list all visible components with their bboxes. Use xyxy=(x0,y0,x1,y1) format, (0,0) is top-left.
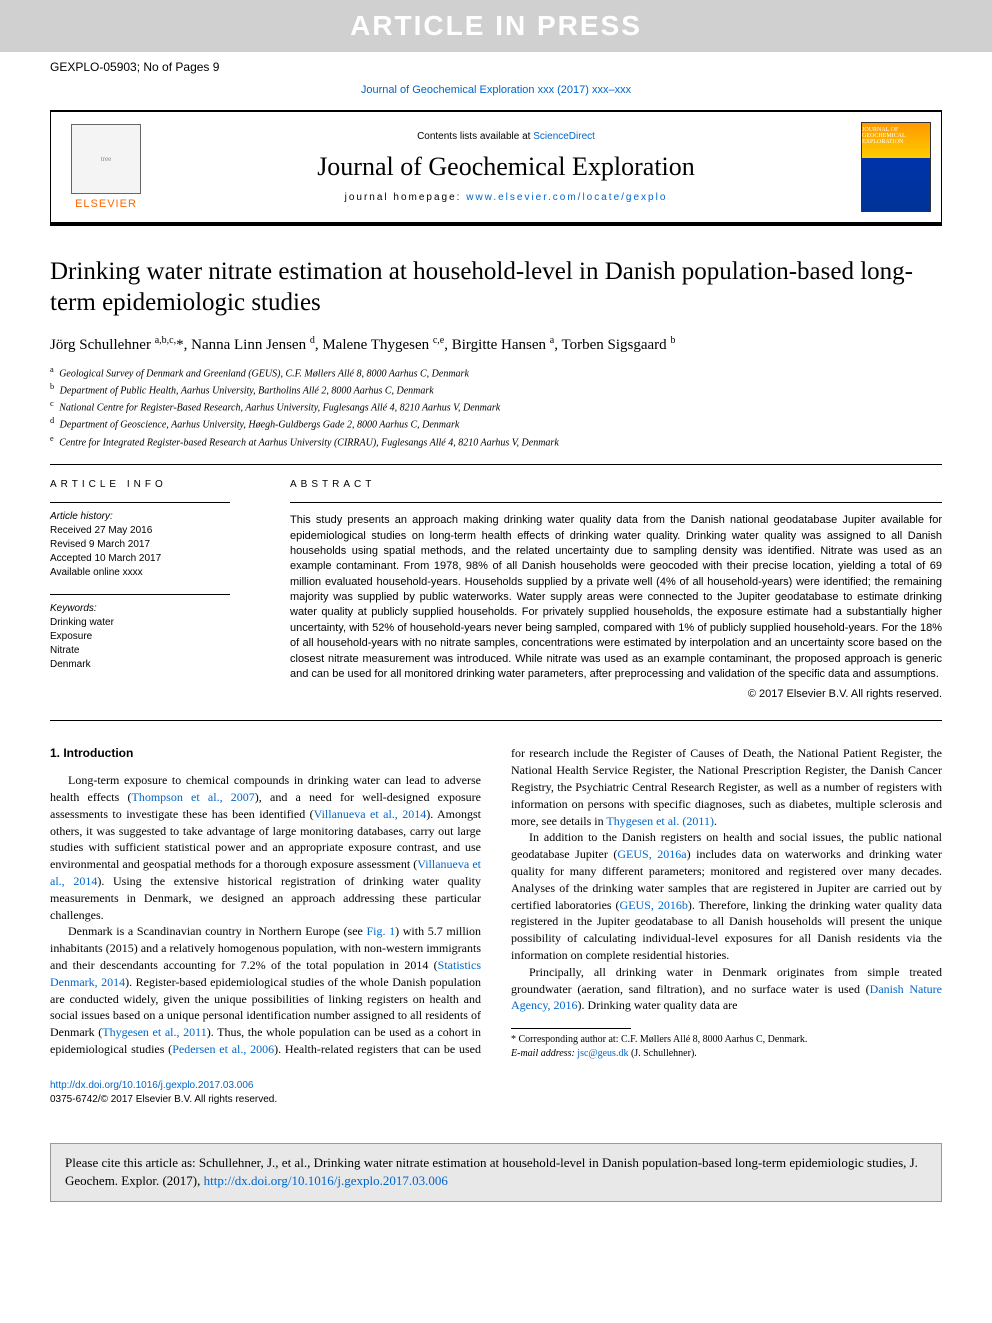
doi-block: http://dx.doi.org/10.1016/j.gexplo.2017.… xyxy=(50,1079,942,1107)
citation-doi-link[interactable]: http://dx.doi.org/10.1016/j.gexplo.2017.… xyxy=(204,1173,448,1188)
corresponding-author: * Corresponding author at: C.F. Møllers … xyxy=(511,1033,942,1061)
affiliation: b Department of Public Health, Aarhus Un… xyxy=(50,381,942,398)
journal-ref-link[interactable]: Journal of Geochemical Exploration xxx (… xyxy=(361,84,631,96)
homepage-link[interactable]: www.elsevier.com/locate/gexplo xyxy=(466,192,667,203)
journal-header: tree ELSEVIER Contents lists available a… xyxy=(50,110,942,223)
cite-pedersen[interactable]: Pedersen et al., 2006 xyxy=(172,1042,274,1056)
homepage-prefix: journal homepage: xyxy=(345,192,467,203)
info-heading: article info xyxy=(50,479,250,490)
section-heading: 1. Introduction xyxy=(50,745,481,762)
cite-villanueva-1[interactable]: Villanueva et al., 2014 xyxy=(314,807,427,821)
abstract-text: This study presents an approach making d… xyxy=(290,513,942,682)
elsevier-tree-icon: tree xyxy=(71,124,141,194)
elsevier-text: ELSEVIER xyxy=(75,198,137,210)
para-4: Principally, all drinking water in Denma… xyxy=(511,964,942,1014)
history-item: Revised 9 March 2017 xyxy=(50,538,250,552)
citation-box: Please cite this article as: Schullehner… xyxy=(50,1143,942,1201)
cite-geus-a[interactable]: GEUS, 2016a xyxy=(617,847,686,861)
para-3: In addition to the Danish registers on h… xyxy=(511,829,942,963)
rule-info xyxy=(50,502,230,503)
journal-cover-image: JOURNAL OF GEOCHEMICAL EXPLORATION xyxy=(861,122,931,212)
thin-rule-1 xyxy=(50,464,942,465)
issn-line: 0375-6742/© 2017 Elsevier B.V. All right… xyxy=(50,1094,277,1105)
article-title: Drinking water nitrate estimation at hou… xyxy=(50,256,942,319)
keyword: Nitrate xyxy=(50,644,250,658)
body-columns: 1. Introduction Long-term exposure to ch… xyxy=(50,745,942,1061)
cite-thygesen-1[interactable]: Thygesen et al., 2011 xyxy=(102,1025,206,1039)
history-item: Available online xxxx xyxy=(50,566,250,580)
history-label: Article history: xyxy=(50,511,250,522)
journal-citation-ref: Journal of Geochemical Exploration xxx (… xyxy=(0,78,992,110)
email-link[interactable]: jsc@geus.dk xyxy=(577,1048,628,1059)
cite-thompson[interactable]: Thompson et al., 2007 xyxy=(132,790,255,804)
keyword: Exposure xyxy=(50,630,250,644)
affiliations: a Geological Survey of Denmark and Green… xyxy=(50,364,942,451)
affiliation: c National Centre for Register-Based Res… xyxy=(50,398,942,415)
fig-1-link[interactable]: Fig. 1 xyxy=(367,924,396,938)
cite-thygesen-2[interactable]: Thygesen et al. (2011) xyxy=(606,814,714,828)
keyword: Denmark xyxy=(50,658,250,672)
in-press-banner: ARTICLE IN PRESS xyxy=(0,0,992,52)
history-item: Received 27 May 2016 xyxy=(50,524,250,538)
article-id: GEXPLO-05903; No of Pages 9 xyxy=(0,52,992,78)
cite-geus-b[interactable]: GEUS, 2016b xyxy=(620,898,688,912)
abstract-heading: abstract xyxy=(290,479,942,490)
article-info: article info Article history: Received 2… xyxy=(50,479,250,700)
elsevier-logo: tree ELSEVIER xyxy=(51,112,161,222)
affiliation: e Centre for Integrated Register-based R… xyxy=(50,433,942,450)
article-content: Drinking water nitrate estimation at hou… xyxy=(0,226,992,1127)
rule-kw xyxy=(50,594,230,595)
abstract: abstract This study presents an approach… xyxy=(290,479,942,700)
keywords-label: Keywords: xyxy=(50,603,250,614)
journal-cover: JOURNAL OF GEOCHEMICAL EXPLORATION xyxy=(851,112,941,222)
header-center: Contents lists available at ScienceDirec… xyxy=(161,112,851,222)
thin-rule-2 xyxy=(50,720,942,721)
rule-abstract xyxy=(290,502,942,503)
para-1: Long-term exposure to chemical compounds… xyxy=(50,772,481,923)
contents-line: Contents lists available at ScienceDirec… xyxy=(181,131,831,142)
history-item: Accepted 10 March 2017 xyxy=(50,552,250,566)
contents-prefix: Contents lists available at xyxy=(417,131,533,142)
affiliation: a Geological Survey of Denmark and Green… xyxy=(50,364,942,381)
homepage-line: journal homepage: www.elsevier.com/locat… xyxy=(181,192,831,203)
meta-row: article info Article history: Received 2… xyxy=(50,479,942,700)
sciencedirect-link[interactable]: ScienceDirect xyxy=(533,131,595,142)
keyword: Drinking water xyxy=(50,616,250,630)
authors: Jörg Schullehner a,b,c,*, Nanna Linn Jen… xyxy=(50,335,942,354)
footnote-rule xyxy=(511,1028,631,1029)
doi-link[interactable]: http://dx.doi.org/10.1016/j.gexplo.2017.… xyxy=(50,1080,254,1091)
affiliation: d Department of Geoscience, Aarhus Unive… xyxy=(50,415,942,432)
journal-name: Journal of Geochemical Exploration xyxy=(181,152,831,182)
copyright: © 2017 Elsevier B.V. All rights reserved… xyxy=(290,688,942,700)
